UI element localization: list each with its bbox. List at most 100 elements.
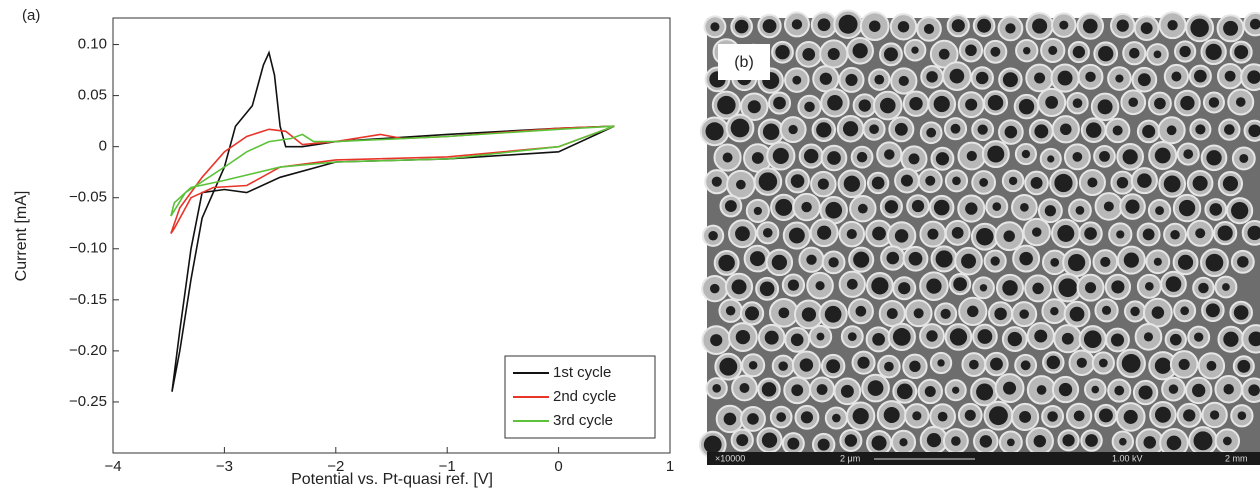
pore <box>987 94 1004 111</box>
pore <box>1116 230 1125 239</box>
pore <box>717 95 736 115</box>
micrograph-label: (b) <box>734 54 754 71</box>
y-axis-title: Current [mA] <box>13 191 30 282</box>
pore <box>909 360 921 373</box>
pore <box>1143 436 1157 449</box>
pore <box>775 44 790 60</box>
pore <box>1165 276 1182 292</box>
pore <box>961 253 977 269</box>
pore <box>900 174 913 187</box>
pore <box>825 201 843 219</box>
pore <box>951 436 961 446</box>
y-tick-label: −0.15 <box>69 291 107 308</box>
pore <box>926 330 938 342</box>
pore <box>1034 124 1049 139</box>
pore <box>787 279 800 291</box>
pore <box>775 198 793 216</box>
pore <box>1021 149 1031 159</box>
pore <box>1002 72 1018 88</box>
pore <box>855 305 867 317</box>
pore <box>1142 228 1155 241</box>
pore <box>1248 384 1260 396</box>
pore <box>1019 251 1033 266</box>
pore <box>1209 203 1223 216</box>
pore <box>1144 281 1154 291</box>
pore <box>949 68 965 84</box>
pore <box>899 438 908 447</box>
pore <box>1247 225 1260 241</box>
pore <box>966 150 977 162</box>
panel-label: (a) <box>22 7 40 24</box>
pore <box>1138 385 1153 400</box>
pore <box>843 175 861 192</box>
pore <box>1224 70 1236 82</box>
pore <box>979 284 988 292</box>
info-bar <box>707 452 1260 465</box>
pore <box>1177 254 1194 270</box>
pore <box>790 333 804 347</box>
pore <box>871 435 887 451</box>
pore <box>1194 332 1204 342</box>
pore <box>787 437 800 450</box>
pore <box>988 406 1008 426</box>
pore <box>856 151 868 163</box>
distance: 2 mm <box>1225 453 1248 463</box>
pore <box>952 176 961 186</box>
pore <box>1119 437 1127 446</box>
pore <box>1003 381 1017 395</box>
pore <box>1193 431 1213 451</box>
pore <box>933 95 950 113</box>
pore <box>710 334 723 347</box>
pore <box>1154 147 1171 164</box>
pore <box>828 257 839 268</box>
pore <box>739 383 750 393</box>
y-tick-label: −0.10 <box>69 240 107 257</box>
pore <box>842 121 859 137</box>
pore <box>846 278 858 290</box>
pore <box>758 172 778 191</box>
pore <box>897 21 910 33</box>
pore <box>979 178 989 187</box>
pore <box>1047 155 1055 163</box>
pore <box>1020 203 1029 212</box>
pore <box>896 383 913 400</box>
pore <box>950 123 961 134</box>
pore <box>872 226 886 241</box>
pore <box>1239 153 1249 163</box>
pore <box>1208 97 1220 108</box>
pore <box>1018 98 1035 115</box>
pore <box>884 149 895 160</box>
pore <box>1153 50 1162 59</box>
pore <box>1030 176 1043 189</box>
pore <box>817 178 829 190</box>
y-tick-label: 0 <box>99 138 107 155</box>
legend-label: 1st cycle <box>553 364 611 381</box>
pore <box>724 200 737 212</box>
pore <box>924 385 936 397</box>
pore <box>791 384 804 397</box>
pore <box>1154 406 1171 423</box>
pore <box>731 279 747 295</box>
pore <box>778 361 788 371</box>
pore <box>764 330 779 345</box>
pore <box>788 124 798 135</box>
pore <box>1085 71 1096 83</box>
pore <box>1020 360 1031 371</box>
pore <box>1237 411 1247 420</box>
pore <box>1193 69 1207 83</box>
pore <box>1154 357 1172 374</box>
pore <box>1195 228 1206 239</box>
pore <box>913 308 924 319</box>
pore <box>1082 18 1098 34</box>
pore <box>853 251 870 268</box>
pore <box>879 97 896 114</box>
y-tick-label: −0.25 <box>69 393 107 410</box>
pore <box>753 206 762 216</box>
pore <box>857 203 868 214</box>
pore <box>927 228 939 240</box>
pore <box>1223 383 1234 395</box>
pore <box>1058 382 1073 397</box>
pore <box>1205 303 1220 318</box>
pore <box>736 179 746 190</box>
pore <box>772 147 789 164</box>
